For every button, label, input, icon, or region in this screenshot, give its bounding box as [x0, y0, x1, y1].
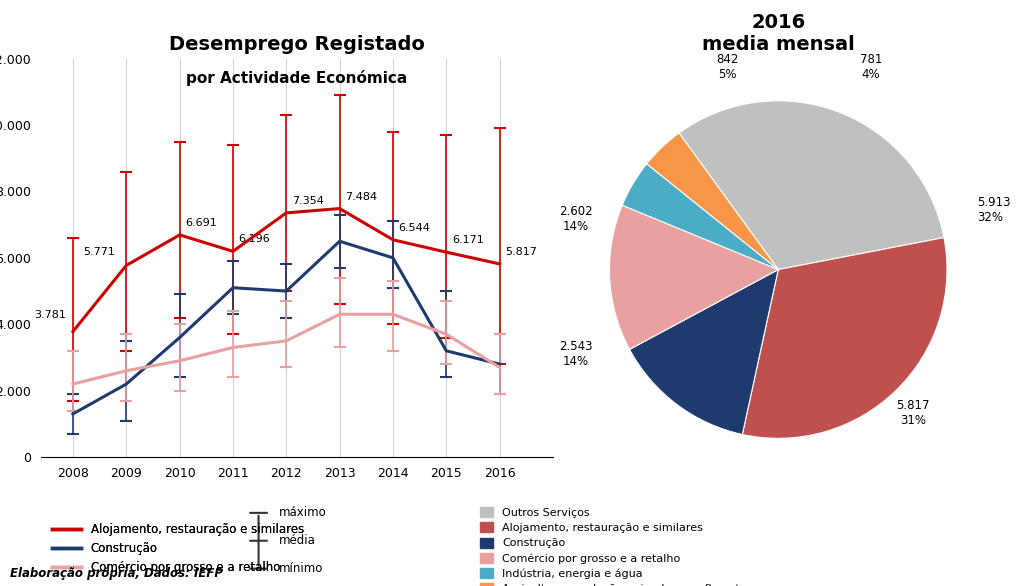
Text: 7.354: 7.354 — [292, 196, 324, 206]
Wedge shape — [679, 101, 944, 270]
Text: 6.196: 6.196 — [239, 234, 270, 244]
Wedge shape — [623, 164, 778, 270]
Text: 5.817: 5.817 — [505, 247, 537, 257]
Text: 842
5%: 842 5% — [717, 53, 738, 81]
Text: Elaboração própria, Dados: IEFP: Elaboração própria, Dados: IEFP — [10, 567, 223, 580]
Text: 781
4%: 781 4% — [860, 53, 883, 81]
Wedge shape — [742, 237, 947, 438]
Title: 2016
media mensal: 2016 media mensal — [701, 13, 855, 54]
Text: 7.484: 7.484 — [345, 192, 377, 202]
Text: 3.781: 3.781 — [34, 311, 66, 321]
Legend: Outros Serviços, Alojamento, restauração e similares, Construção, Comércio por g: Outros Serviços, Alojamento, restauração… — [480, 507, 794, 586]
Text: 5.771: 5.771 — [83, 247, 115, 257]
Text: 2.543
14%: 2.543 14% — [559, 340, 593, 368]
Wedge shape — [609, 205, 778, 349]
Wedge shape — [630, 270, 778, 434]
Text: mínimo: mínimo — [279, 562, 324, 575]
Wedge shape — [647, 133, 778, 270]
Text: por Actividade Económica: por Actividade Económica — [186, 70, 408, 86]
Text: máximo: máximo — [279, 506, 327, 519]
Text: 5.817
31%: 5.817 31% — [896, 399, 930, 427]
Text: 6.691: 6.691 — [185, 218, 217, 228]
Text: 6.544: 6.544 — [398, 223, 430, 233]
Text: 6.171: 6.171 — [452, 235, 483, 245]
Text: 5.913
32%: 5.913 32% — [977, 196, 1011, 224]
Legend: Alojamento, restauração e similares, Construção, Comércio por grosso e a retalho: Alojamento, restauração e similares, Con… — [47, 519, 308, 579]
Text: 2.602
14%: 2.602 14% — [559, 205, 593, 233]
Text: Desemprego Registado: Desemprego Registado — [169, 35, 425, 54]
Text: média: média — [279, 534, 316, 547]
